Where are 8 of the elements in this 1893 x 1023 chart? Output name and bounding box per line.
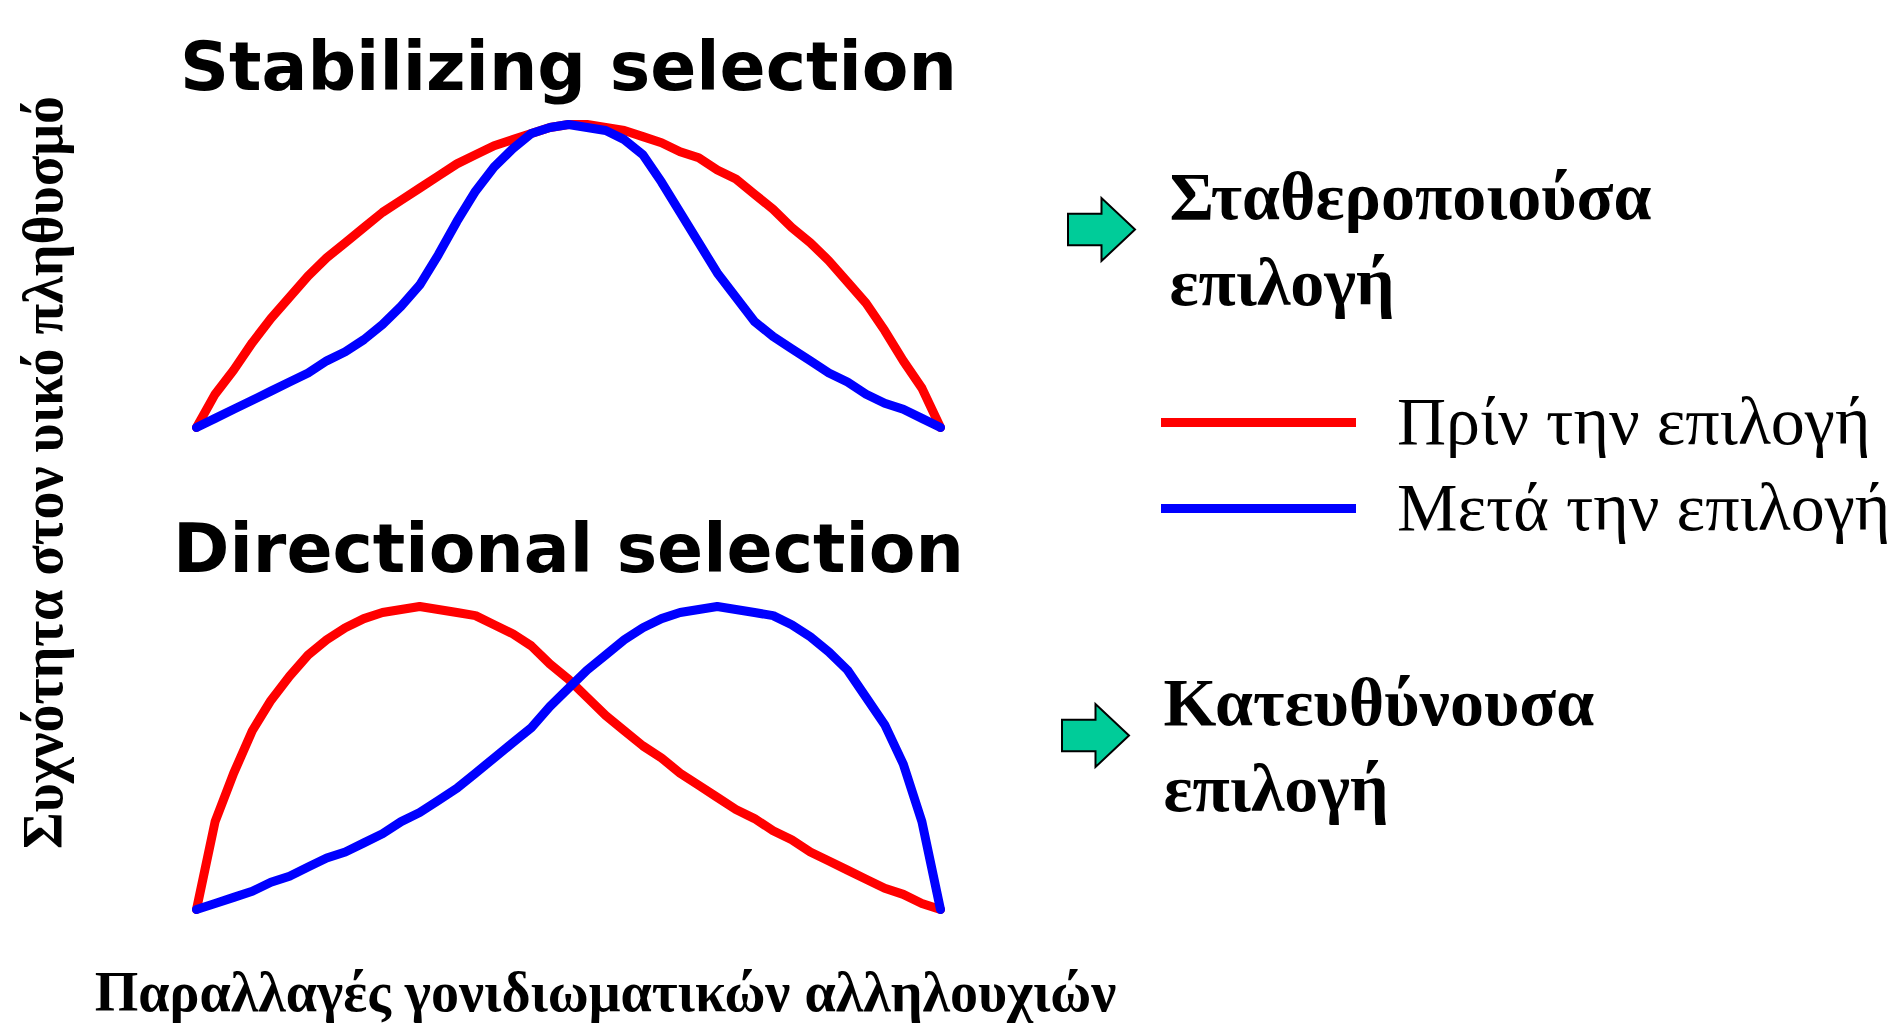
text: Σταθεροποιούσα επιλογή xyxy=(1169,157,1652,321)
x-axis-title: Παραλλαγές γονιδιωματικών αλληλουχιών xyxy=(94,960,1117,1023)
legend-label: Μετά την επιλογή xyxy=(1397,468,1891,547)
chart-title: Stabilizing selection xyxy=(180,27,957,106)
y-axis-title: Συχνότητα στον υικό πληθυσμό xyxy=(11,96,74,849)
legend-label: Πρίν την επιλογή xyxy=(1397,382,1871,461)
text: Κατευθύνουσα επιλογή xyxy=(1163,663,1595,827)
chart-title: Directional selection xyxy=(173,508,964,588)
